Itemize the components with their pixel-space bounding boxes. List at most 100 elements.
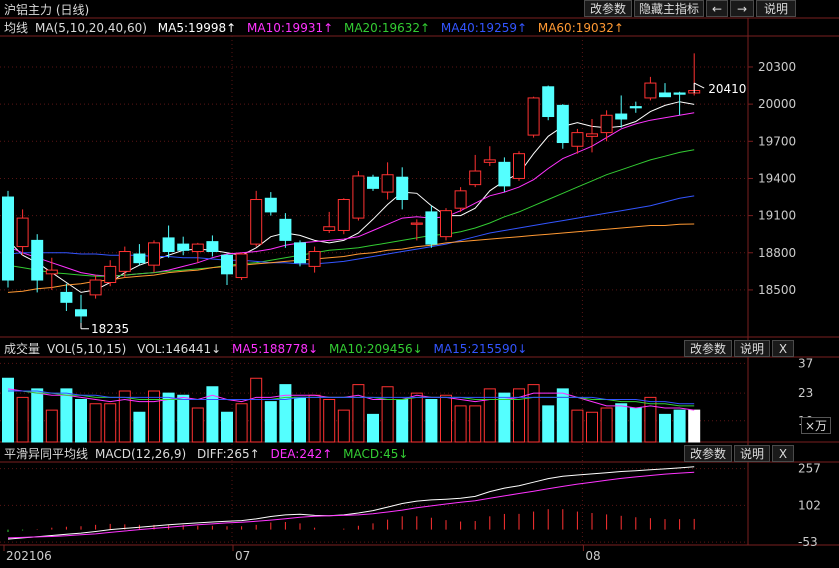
candle (337, 198, 350, 235)
candle (410, 219, 423, 241)
candle-body (60, 291, 73, 303)
candle (556, 104, 569, 149)
volume-bar (352, 384, 365, 443)
price-tick-label: 18800 (758, 246, 796, 260)
vol-legend: 成交量 VOL(5,10,15) VOL:146441↓ MA5:188778↓ … (4, 340, 534, 357)
volume-bar (367, 413, 379, 443)
candle (118, 246, 131, 278)
candle-body (659, 92, 671, 98)
vol-ma15-value: MA15:215590↓ (433, 342, 528, 356)
candle (221, 254, 233, 285)
x-axis-label: 202106 (6, 549, 52, 563)
volume-bar (337, 409, 350, 443)
help-button[interactable]: 说明 (756, 0, 796, 17)
candle-body (191, 243, 204, 253)
candle (31, 234, 44, 293)
macd-help-button[interactable]: 说明 (734, 445, 770, 462)
candle-body (250, 199, 263, 245)
main-legend: 均线 MA(5,10,20,40,60) MA5:19998↑ MA10:1993… (4, 19, 631, 36)
candle-body (45, 269, 58, 275)
volume-bar (644, 396, 657, 443)
candle (629, 101, 642, 113)
candle (542, 85, 555, 121)
candle-body (89, 279, 102, 296)
volume-bar (586, 411, 598, 443)
candle (235, 252, 248, 281)
ma20-value: MA20:19632↑ (343, 21, 431, 35)
candle (498, 157, 511, 193)
volume-bar (148, 390, 160, 443)
volume-bar (498, 392, 511, 443)
candle-body (483, 159, 496, 163)
candle (206, 235, 219, 257)
candle (425, 205, 438, 248)
candle-body (410, 222, 423, 225)
candle (396, 167, 409, 210)
candle (133, 244, 146, 266)
price-tick-label: 20300 (758, 60, 796, 74)
candle-body (629, 106, 642, 109)
volume-bar (191, 407, 204, 443)
vol-ma5-value: MA5:188778↓ (232, 342, 319, 356)
candle-body (16, 217, 29, 248)
volume-bar (206, 386, 219, 443)
volume-bar (60, 388, 73, 443)
chart-title: 沪铝主力 (日线) (4, 3, 90, 17)
volume-bar (381, 386, 394, 443)
volume-bar (264, 401, 277, 443)
prev-arrow-button[interactable]: ← (706, 0, 728, 17)
candle-body (498, 161, 511, 187)
candle-body (235, 253, 248, 279)
candle (89, 275, 102, 299)
price-tick-label: 19100 (758, 209, 796, 223)
next-arrow-button[interactable]: → (730, 0, 754, 17)
volume-bar (396, 399, 409, 443)
candle-body (571, 132, 584, 147)
volume-bar (483, 388, 496, 443)
ma-label: 均线 (4, 21, 29, 35)
volume-bar (527, 384, 540, 443)
header-bar: 沪铝主力 (日线) 改参数 隐藏主指标 ← → 说明 (0, 0, 839, 18)
vol-label: 成交量 (4, 342, 41, 356)
candle (483, 146, 496, 167)
macd-tick-label: 102 (798, 498, 821, 512)
vol-close-button[interactable]: X (772, 340, 794, 357)
volume-bar (133, 411, 146, 443)
candle (440, 208, 452, 241)
volume-bar (410, 392, 423, 443)
vol-ma-line-ma15 (8, 390, 695, 405)
candle-body (586, 133, 598, 137)
ma60-value: MA60:19032↑ (537, 21, 624, 35)
candle (279, 213, 292, 248)
candle-body (644, 82, 657, 99)
candle (45, 257, 58, 290)
candle-body (162, 237, 175, 253)
diff-value: DIFF:265↑ (196, 447, 260, 461)
params-button[interactable]: 改参数 (584, 0, 632, 17)
high-annotation: 20410 (708, 82, 746, 96)
candle-body (454, 190, 467, 209)
low-annotation: 18235 (91, 322, 129, 336)
macd-tick-label: -53 (798, 535, 818, 549)
macd-close-button[interactable]: X (772, 445, 794, 462)
macd-line-dea (7, 471, 695, 539)
candle-body (556, 104, 569, 144)
candle-body (148, 242, 160, 266)
macd-tick-label: 257 (798, 462, 821, 476)
vol-help-button[interactable]: 说明 (734, 340, 770, 357)
candle (600, 110, 613, 142)
candle-body (542, 86, 555, 118)
vol-params-button[interactable]: 改参数 (684, 340, 732, 357)
candle-body (308, 251, 321, 267)
hide-main-indicator-button[interactable]: 隐藏主指标 (634, 0, 704, 17)
macd-params-button[interactable]: 改参数 (684, 445, 732, 462)
candle (644, 76, 657, 101)
volume-bar (571, 409, 584, 443)
candle-body (615, 113, 628, 120)
volume-bar (104, 403, 117, 443)
volume-bar (118, 390, 131, 443)
price-tick-label: 18500 (758, 283, 796, 297)
macd-label: 平滑异同平均线 (4, 447, 89, 461)
vol-tick-label: 37 (798, 356, 813, 370)
